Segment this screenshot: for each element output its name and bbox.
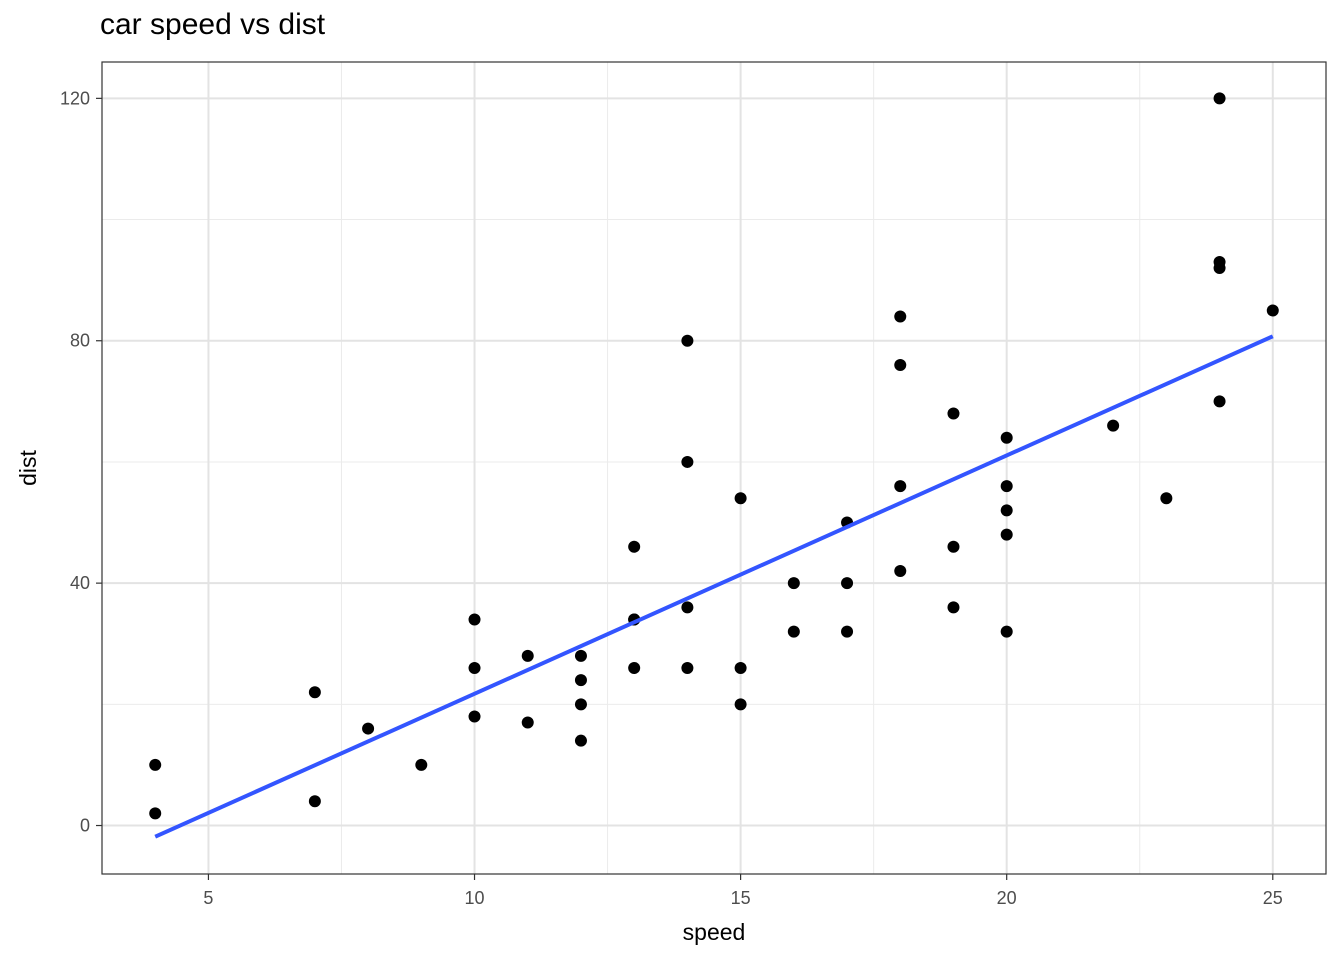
y-tick-label: 40 (70, 573, 90, 593)
data-point (1000, 504, 1013, 517)
data-point (308, 686, 321, 699)
data-point (468, 661, 481, 674)
data-point (1000, 431, 1013, 444)
data-point (1000, 625, 1013, 638)
data-point (734, 698, 747, 711)
data-point (1213, 255, 1226, 268)
data-point (628, 661, 641, 674)
data-point (521, 649, 534, 662)
data-point (574, 734, 587, 747)
x-tick-label: 10 (465, 888, 485, 908)
data-point (947, 407, 960, 420)
x-axis-title: speed (683, 919, 746, 945)
data-point (1000, 480, 1013, 493)
data-point (415, 758, 428, 771)
data-point (1213, 92, 1226, 105)
data-points (149, 92, 1279, 820)
data-point (947, 540, 960, 553)
fit-line-group (154, 334, 1274, 839)
data-point (574, 674, 587, 687)
x-axis: 5 10 15 20 25 (203, 874, 1283, 908)
x-tick-label: 15 (731, 888, 751, 908)
data-point (521, 716, 534, 729)
data-point (681, 661, 694, 674)
data-point (574, 698, 587, 711)
data-point (1000, 528, 1013, 541)
data-point (947, 601, 960, 614)
data-point (1266, 304, 1279, 317)
panel-border (101, 61, 1327, 875)
data-point (734, 661, 747, 674)
data-point (681, 455, 694, 468)
data-point (468, 613, 481, 626)
data-point (468, 710, 481, 723)
y-axis: 0 40 80 120 (60, 88, 102, 836)
data-point (628, 540, 641, 553)
data-point (894, 358, 907, 371)
data-point (787, 625, 800, 638)
data-point (149, 758, 162, 771)
data-point (308, 795, 321, 808)
chart-title: car speed vs dist (100, 8, 326, 41)
major-gridlines (102, 62, 1326, 874)
x-tick-label: 5 (203, 888, 213, 908)
data-point (574, 649, 587, 662)
data-point (894, 565, 907, 578)
data-point (1107, 419, 1120, 432)
x-tick-label: 20 (997, 888, 1017, 908)
data-point (894, 310, 907, 323)
y-tick-label: 120 (60, 88, 90, 108)
data-point (681, 334, 694, 347)
data-point (734, 492, 747, 505)
y-tick-label: 80 (70, 331, 90, 351)
data-point (149, 807, 162, 820)
x-tick-label: 25 (1263, 888, 1283, 908)
data-point (1160, 492, 1173, 505)
data-point (787, 577, 800, 590)
data-point (894, 480, 907, 493)
y-axis-title: dist (15, 449, 41, 485)
data-point (681, 601, 694, 614)
data-point (841, 625, 854, 638)
fit-line (154, 334, 1274, 839)
data-point (362, 722, 375, 735)
data-point (1213, 395, 1226, 408)
y-tick-label: 0 (80, 816, 90, 836)
minor-gridlines (102, 62, 1326, 874)
data-point (841, 577, 854, 590)
